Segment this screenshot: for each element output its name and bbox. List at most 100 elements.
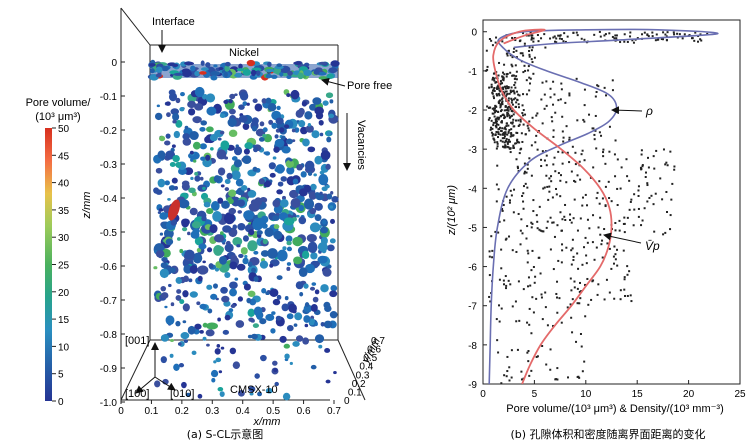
scatter-point — [507, 99, 510, 102]
scatter-point — [503, 146, 506, 149]
frame-depth-edge — [337, 339, 366, 401]
pore-blob — [234, 72, 243, 78]
scatter-point — [603, 298, 606, 301]
pore-blob — [330, 60, 340, 67]
pore-blob — [282, 392, 291, 401]
z-tick-label: -0.1 — [100, 92, 118, 103]
pore-blob — [262, 133, 267, 138]
pore-blob — [298, 267, 308, 278]
scatter-point — [633, 193, 636, 196]
scatter-point — [699, 33, 702, 36]
scatter-point — [554, 378, 557, 381]
pore-blob — [276, 63, 283, 68]
pore-blob — [276, 294, 282, 300]
scatter-point — [629, 31, 632, 34]
x-tick-label: 25 — [734, 389, 746, 400]
pore-blob — [229, 281, 238, 289]
pore-blob — [201, 215, 207, 222]
pore-blob — [246, 59, 256, 67]
scatter-point — [495, 123, 498, 126]
scatter-point — [493, 138, 496, 141]
colorbar-tick-label: 40 — [58, 179, 70, 190]
pore-blob — [274, 134, 279, 139]
pore-blob — [262, 238, 268, 245]
scatter-point — [556, 280, 559, 283]
scatter-point — [583, 120, 586, 123]
scatter-point — [501, 100, 504, 103]
z-tick-label: -0.3 — [100, 160, 118, 171]
scatter-point — [514, 142, 517, 145]
pore-blob — [173, 363, 180, 371]
scatter-point — [499, 103, 502, 106]
pore-blob — [159, 268, 169, 279]
pore-blob — [242, 155, 252, 165]
scatter-point — [575, 31, 578, 34]
pore-blob — [272, 360, 278, 366]
scatter-point — [608, 32, 611, 35]
scatter-point — [543, 33, 546, 36]
pore-blob — [304, 323, 309, 328]
scatter-point — [579, 332, 582, 335]
pore-blob — [286, 75, 292, 80]
scatter-point — [508, 201, 511, 204]
scatter-point — [623, 33, 626, 36]
pore-blob — [165, 133, 171, 139]
scatter-point — [583, 104, 586, 107]
scatter-point — [512, 74, 515, 77]
scatter-point — [573, 198, 576, 201]
scatter-point — [506, 106, 509, 109]
scatter-point — [560, 88, 563, 91]
scatter-point — [566, 151, 569, 154]
scatter-point — [637, 215, 640, 218]
scatter-point — [516, 167, 519, 170]
scatter-point — [587, 303, 590, 306]
scatter-point — [490, 126, 493, 129]
scatter-point — [564, 101, 567, 104]
pore-blob — [333, 370, 337, 375]
scatter-point — [562, 136, 565, 139]
pore-blob — [197, 275, 203, 282]
pore-blob — [199, 330, 204, 334]
scatter-point — [518, 141, 521, 144]
pore-blob — [205, 126, 214, 133]
pore-blob — [205, 62, 211, 68]
scatter-point — [536, 220, 539, 223]
pore-blob — [199, 126, 206, 132]
scatter-point — [520, 378, 523, 381]
pore-blob — [218, 255, 228, 265]
pore-blob — [169, 162, 176, 167]
scatter-point — [636, 37, 639, 40]
scatter-point — [503, 63, 506, 66]
pore-blob — [285, 159, 295, 168]
scatter-point — [522, 71, 525, 74]
pore-blob — [218, 370, 223, 374]
scatter-point — [523, 170, 526, 173]
pore-blob — [234, 277, 239, 281]
pore-blob — [210, 293, 218, 300]
scatter-point — [584, 193, 587, 196]
scatter-point — [528, 323, 531, 326]
scatter-point — [497, 118, 500, 121]
x-tick-label: 10 — [580, 389, 592, 400]
scatter-point — [542, 187, 545, 190]
scatter-point — [581, 204, 584, 207]
scatter-point — [508, 379, 511, 382]
scatter-point — [533, 56, 536, 59]
scatter-point — [495, 183, 498, 186]
pore-blob — [165, 315, 175, 326]
pore-blob — [183, 264, 193, 274]
pore-blob — [312, 97, 322, 105]
pore-blob — [180, 332, 190, 340]
pore-blob — [206, 106, 217, 116]
scatter-point — [537, 256, 540, 259]
scatter-point — [510, 114, 513, 117]
scatter-point — [504, 132, 507, 135]
pore-blob — [224, 187, 230, 192]
scatter-point — [513, 91, 516, 94]
vp-arrow — [603, 232, 642, 244]
scatter-point — [603, 34, 606, 37]
scatter-point — [525, 79, 528, 82]
scatter-point — [486, 65, 489, 68]
scatter-point — [523, 172, 526, 175]
scatter-point — [646, 33, 649, 36]
